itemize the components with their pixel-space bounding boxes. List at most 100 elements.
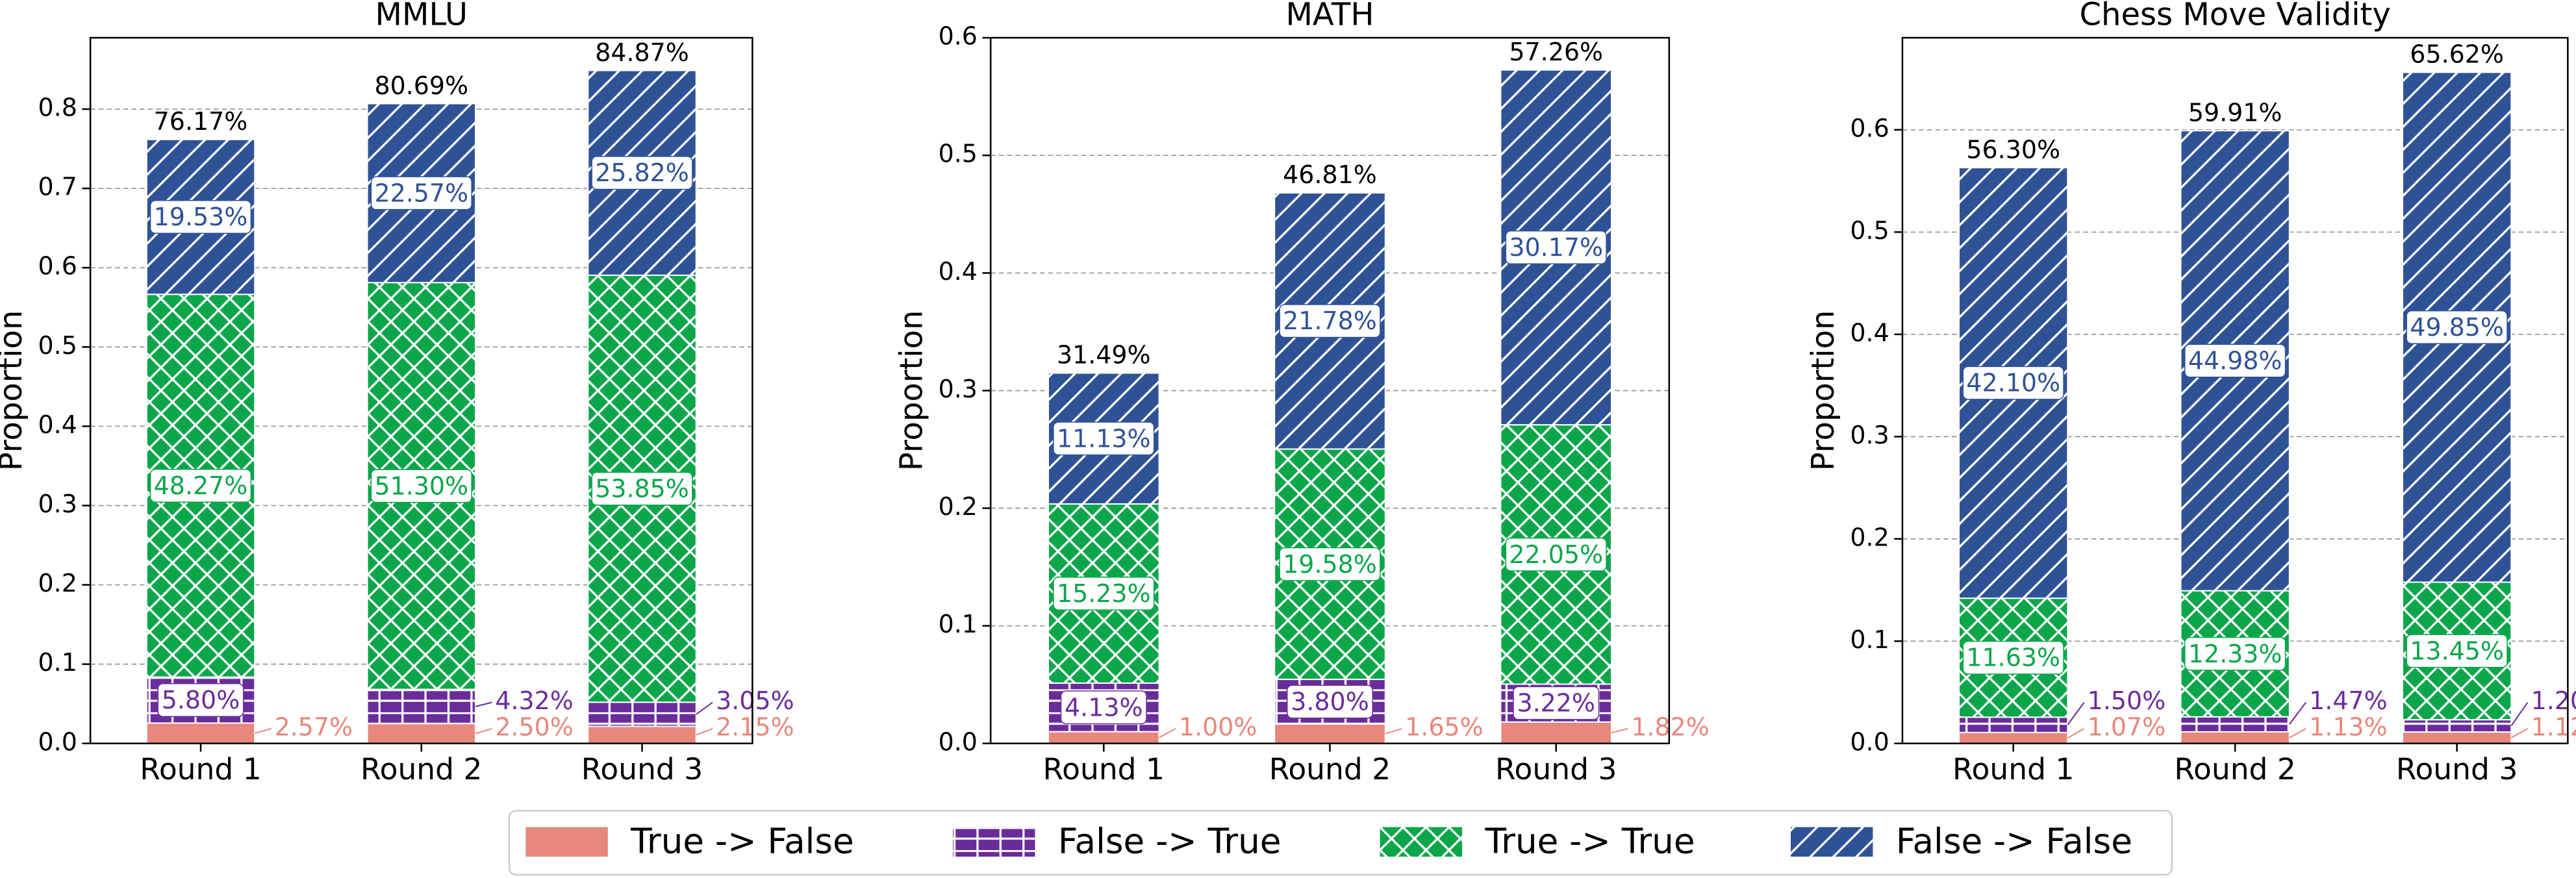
- legend-swatch: [953, 827, 1035, 857]
- y-tick-label: 0.0: [939, 727, 978, 756]
- value-label: 44.98%: [2188, 347, 2282, 375]
- value-label-box: [1962, 366, 2064, 400]
- value-label-box: [2406, 310, 2508, 344]
- y-axis-label: Proportion: [1805, 310, 1841, 471]
- leader-line: [475, 701, 492, 707]
- bar-segment: [366, 688, 477, 725]
- value-label: 4.13%: [1065, 693, 1143, 721]
- value-label: 4.32%: [495, 686, 573, 715]
- y-tick-label: 0.0: [38, 727, 77, 756]
- bar-segment: [1958, 731, 2069, 744]
- legend-label: False -> True: [1058, 822, 1282, 862]
- x-tick-label: Round 1: [140, 752, 261, 786]
- value-label-box: [1505, 230, 1607, 264]
- x-tick-label: Round 1: [1952, 752, 2074, 786]
- value-label: 1.07%: [2088, 713, 2166, 742]
- value-label: 53.85%: [595, 475, 689, 503]
- legend-swatch: [1790, 827, 1873, 857]
- value-label: 25.82%: [595, 158, 689, 187]
- total-label: 65.62%: [2410, 40, 2504, 69]
- chart-title: MMLU: [375, 0, 468, 32]
- value-label: 1.00%: [1179, 713, 1257, 742]
- y-axis-label: Proportion: [893, 310, 929, 471]
- value-label: 3.05%: [716, 686, 794, 715]
- legend-box: [508, 810, 2173, 876]
- leader-line: [696, 701, 713, 715]
- value-label-box: [2406, 634, 2508, 668]
- value-label: 3.22%: [1517, 689, 1595, 718]
- total-label: 80.69%: [374, 71, 468, 100]
- bar-segment: [1047, 731, 1160, 744]
- value-label-box: [1286, 684, 1374, 719]
- value-label: 15.23%: [1057, 579, 1151, 608]
- y-tick-label: 0.7: [38, 173, 77, 201]
- legend-label: True -> False: [630, 822, 854, 862]
- y-tick-label: 0.2: [1850, 523, 1889, 551]
- bar-segment: [1958, 716, 2069, 733]
- value-label: 19.58%: [1283, 550, 1377, 579]
- value-label: 21.78%: [1283, 307, 1377, 335]
- legend-swatch: [525, 827, 608, 857]
- leader-line: [2510, 728, 2529, 738]
- value-label: 1.50%: [2088, 686, 2166, 715]
- value-label: 1.20%: [2531, 686, 2576, 715]
- bar-segment: [2401, 731, 2512, 744]
- leader-line: [1159, 728, 1176, 738]
- legend-swatch: [1380, 827, 1463, 857]
- value-label: 3.80%: [1291, 688, 1369, 716]
- leader-line: [2067, 702, 2085, 725]
- y-axis-label: Proportion: [0, 310, 29, 471]
- chart-title: Chess Move Validity: [2080, 0, 2391, 32]
- bar-segment: [1500, 721, 1613, 744]
- value-label: 12.33%: [2188, 640, 2282, 668]
- value-label: 1.13%: [2309, 713, 2387, 742]
- y-tick-label: 0.3: [38, 490, 77, 518]
- value-label: 30.17%: [1509, 233, 1603, 262]
- value-label: 1.82%: [1631, 713, 1709, 742]
- bar-segment: [1274, 723, 1386, 744]
- y-tick-label: 0.6: [939, 22, 978, 51]
- y-tick-label: 0.5: [38, 331, 77, 360]
- y-tick-label: 0.2: [939, 492, 978, 521]
- bar-segment: [366, 723, 477, 744]
- y-tick-label: 0.3: [1850, 421, 1889, 449]
- x-tick-label: Round 3: [2396, 752, 2518, 786]
- value-label: 11.63%: [1966, 644, 2060, 672]
- y-tick-label: 0.5: [939, 140, 978, 168]
- value-label-box: [1513, 686, 1600, 720]
- leader-line: [2510, 702, 2529, 727]
- bar-segment: [587, 725, 697, 744]
- value-label-box: [370, 176, 472, 210]
- value-label: 2.15%: [716, 713, 794, 742]
- leader-line: [2289, 728, 2306, 738]
- value-label: 13.45%: [2410, 636, 2504, 665]
- y-tick-label: 0.6: [1850, 114, 1889, 142]
- value-label: 11.13%: [1057, 424, 1151, 453]
- leader-line: [2067, 728, 2085, 739]
- total-label: 56.30%: [1966, 135, 2060, 164]
- value-label-box: [591, 471, 693, 506]
- bar-segment: [2180, 716, 2290, 733]
- y-tick-label: 0.3: [939, 375, 978, 403]
- value-label: 22.05%: [1509, 540, 1603, 569]
- value-label-box: [149, 199, 252, 234]
- value-label: 22.57%: [374, 179, 468, 207]
- y-tick-label: 0.4: [939, 257, 978, 286]
- total-label: 59.91%: [2188, 99, 2282, 127]
- y-tick-label: 0.0: [1850, 727, 1889, 756]
- value-label-box: [149, 468, 252, 503]
- value-label: 1.65%: [1405, 713, 1483, 742]
- x-tick-label: Round 1: [1043, 752, 1165, 786]
- y-tick-label: 0.1: [1850, 625, 1889, 654]
- value-label-box: [1053, 421, 1155, 456]
- value-label-box: [591, 156, 693, 190]
- value-label: 48.27%: [154, 471, 248, 500]
- value-label: 51.30%: [374, 471, 468, 500]
- leader-line: [2289, 701, 2306, 725]
- value-label-box: [1505, 537, 1607, 571]
- leader-line: [1385, 728, 1402, 734]
- bar-segment: [145, 722, 256, 744]
- y-tick-label: 0.1: [38, 648, 77, 677]
- value-label: 49.85%: [2410, 313, 2504, 342]
